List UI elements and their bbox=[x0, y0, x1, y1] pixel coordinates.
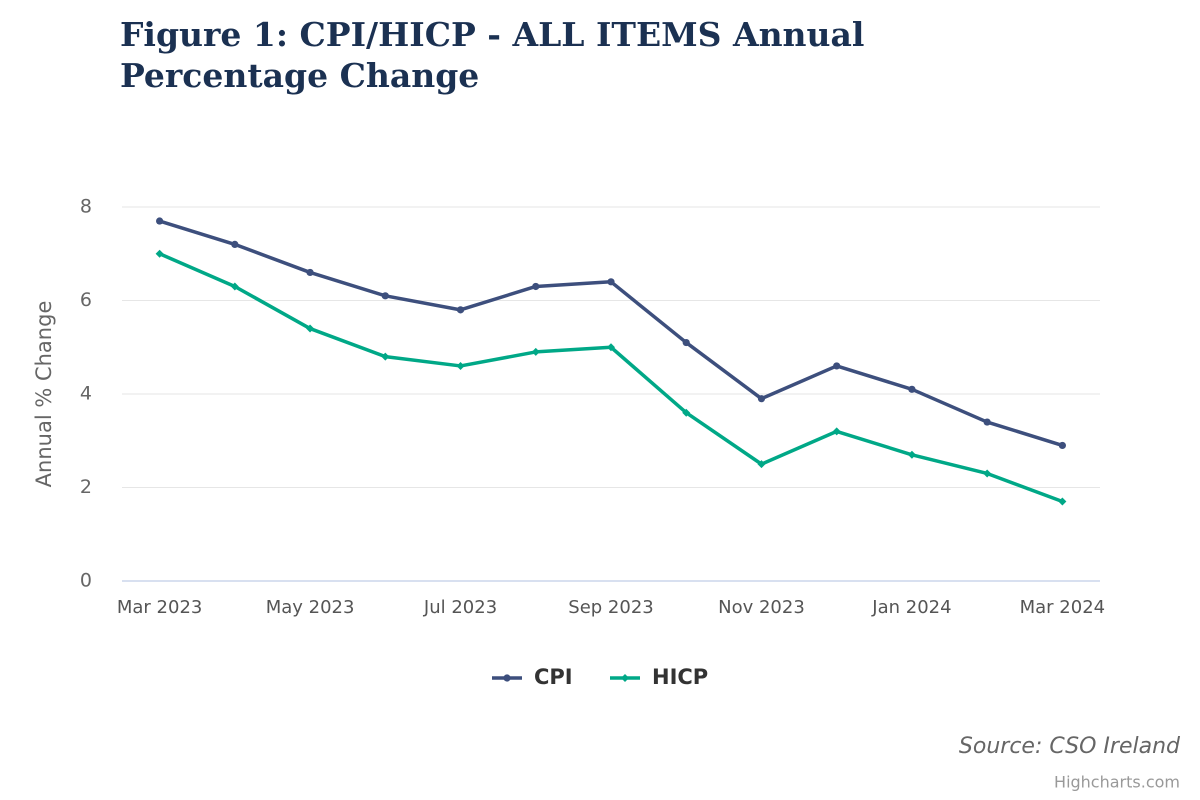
data-point bbox=[832, 427, 841, 436]
data-point bbox=[757, 460, 766, 469]
data-point bbox=[156, 217, 164, 225]
y-tick-label: 0 bbox=[80, 570, 92, 592]
chart-title: Figure 1: CPI/HICP - ALL ITEMS Annual Pe… bbox=[120, 15, 865, 95]
data-point bbox=[532, 282, 540, 291]
data-point bbox=[682, 408, 691, 417]
x-tick-label: Mar 2024 bbox=[1020, 597, 1106, 618]
series-line bbox=[159, 219, 1063, 448]
data-point bbox=[456, 361, 465, 370]
data-point bbox=[306, 324, 315, 333]
data-point bbox=[381, 292, 389, 300]
data-point bbox=[607, 343, 615, 352]
data-point bbox=[456, 306, 465, 314]
legend-label: HICP bbox=[652, 665, 708, 689]
y-tick-label: 6 bbox=[80, 289, 92, 311]
legend-marker bbox=[503, 674, 511, 682]
data-point bbox=[230, 282, 239, 291]
data-point bbox=[908, 385, 916, 393]
data-point bbox=[983, 469, 992, 478]
data-point bbox=[757, 395, 766, 403]
y-tick-label: 4 bbox=[80, 383, 92, 405]
y-tick-label: 2 bbox=[80, 476, 92, 498]
x-tick-label: Mar 2023 bbox=[117, 597, 203, 618]
y-axis-title: Annual % Change bbox=[32, 301, 56, 488]
x-tick-label: Jul 2023 bbox=[423, 597, 497, 618]
data-point bbox=[607, 278, 615, 286]
data-point bbox=[833, 362, 841, 370]
data-point bbox=[531, 347, 540, 356]
x-tick-label: May 2023 bbox=[266, 597, 355, 618]
data-point bbox=[306, 268, 314, 277]
x-tick-label: Nov 2023 bbox=[718, 597, 805, 618]
credits: Highcharts.com bbox=[1054, 773, 1180, 792]
data-point bbox=[1058, 441, 1066, 450]
x-tick-label: Jan 2024 bbox=[871, 597, 951, 618]
data-point bbox=[381, 352, 390, 361]
data-point bbox=[1058, 497, 1067, 506]
data-point bbox=[907, 450, 916, 459]
data-point bbox=[682, 338, 690, 347]
source: Source: CSO Ireland bbox=[959, 734, 1181, 759]
legend-marker bbox=[621, 674, 629, 682]
legend-label: CPI bbox=[534, 665, 573, 689]
data-point bbox=[231, 240, 239, 248]
data-point bbox=[983, 418, 991, 426]
data-point bbox=[155, 249, 164, 258]
x-tick-label: Sep 2023 bbox=[568, 597, 653, 618]
y-tick-label: 8 bbox=[80, 196, 92, 218]
series-line bbox=[158, 252, 1063, 504]
